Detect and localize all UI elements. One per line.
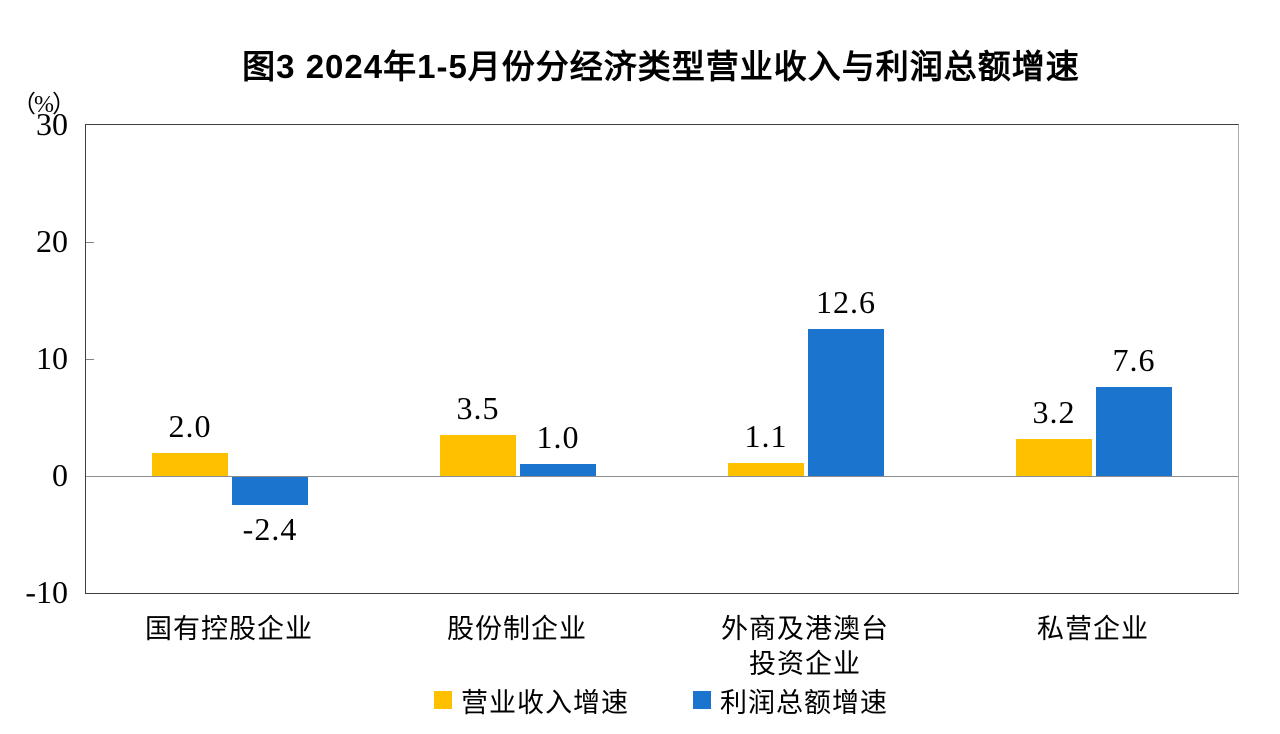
y-tick-label: -10 (25, 574, 68, 610)
y-tick-mark (86, 359, 94, 360)
x-category-label: 外商及港澳台 投资企业 (721, 614, 889, 679)
y-tick-label: 10 (36, 340, 68, 376)
bar-利润总额增速-外商及港澳台投资企业 (808, 328, 884, 476)
bar-营业收入增速-私营企业 (1016, 438, 1092, 476)
y-tick-mark (86, 242, 94, 243)
zero-gridline (86, 476, 1238, 477)
bar-利润总额增速-股份制企业 (520, 464, 596, 476)
bar-营业收入增速-外商及港澳台投资企业 (728, 463, 804, 476)
bar-营业收入增速-国有控股企业 (152, 452, 228, 476)
legend-swatch-icon (434, 691, 452, 709)
legend-label: 利润总额增速 (720, 687, 888, 718)
legend-item: 利润总额增速 (693, 681, 888, 720)
bar-value-label: 3.5 (456, 390, 500, 427)
chart-title: 图3 2024年1-5月份分经济类型营业收入与利润总额增速 (242, 48, 1080, 85)
y-axis-unit-label: （%） (12, 92, 76, 118)
bar-value-label: 12.6 (816, 283, 876, 320)
bar-value-label: 3.2 (1032, 393, 1076, 430)
bar-营业收入增速-股份制企业 (440, 435, 516, 476)
legend: 营业收入增速 利润总额增速 (85, 681, 1237, 719)
bar-value-label: 1.0 (536, 419, 580, 456)
bar-利润总额增速-私营企业 (1096, 387, 1172, 476)
x-category-label: 私营企业 (1037, 614, 1149, 644)
bar-value-label: -2.4 (242, 511, 298, 548)
legend-swatch-icon (693, 691, 711, 709)
bar-利润总额增速-国有控股企业 (232, 477, 308, 506)
legend-item: 营业收入增速 (434, 681, 629, 720)
y-tick-label: 30 (36, 106, 68, 142)
legend-label: 营业收入增速 (461, 687, 629, 718)
bar-value-label: 7.6 (1112, 342, 1156, 379)
bar-value-label: 1.1 (744, 418, 788, 455)
bar-value-label: 2.0 (168, 407, 212, 444)
y-tick-label: 20 (36, 223, 68, 259)
x-category-label: 股份制企业 (447, 614, 587, 644)
x-category-label: 国有控股企业 (145, 614, 313, 644)
y-tick-label: 0 (52, 457, 68, 493)
plot-area: 2.0 -2.4 3.5 1.0 1.1 12.6 3.2 7.6 (85, 124, 1239, 594)
